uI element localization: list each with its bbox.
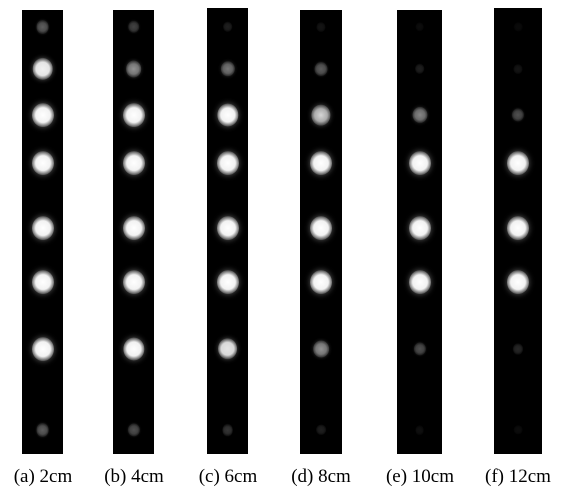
light-spot-c-2 <box>220 61 235 77</box>
light-spot-a-7 <box>31 337 54 361</box>
light-spot-b-2 <box>125 60 142 78</box>
spot-strip-b <box>113 10 154 454</box>
panel-caption-b: (b) 4cm <box>104 466 164 487</box>
light-spot-a-4 <box>31 151 54 175</box>
light-spot-a-2 <box>32 57 53 81</box>
light-spot-e-2 <box>414 63 425 75</box>
light-spot-a-3 <box>31 103 54 127</box>
light-spot-a-5 <box>31 216 54 240</box>
light-spot-e-5 <box>408 216 431 240</box>
spot-strip-e <box>397 10 442 454</box>
light-spot-d-6 <box>310 270 332 294</box>
light-spot-c-6 <box>216 270 239 294</box>
light-spot-d-2 <box>314 62 328 76</box>
light-spot-f-1 <box>513 22 523 32</box>
light-spot-d-4 <box>310 151 332 175</box>
light-spot-b-6 <box>122 270 145 294</box>
light-spot-f-6 <box>507 270 529 294</box>
light-spot-c-7 <box>217 338 238 360</box>
panel-caption-a: (a) 2cm <box>13 466 73 487</box>
light-spot-d-8 <box>316 424 326 436</box>
light-spot-e-4 <box>408 151 431 175</box>
light-spot-e-3 <box>412 106 427 124</box>
light-spot-b-8 <box>127 423 140 437</box>
light-spot-f-2 <box>513 64 523 74</box>
light-spot-f-4 <box>507 151 529 175</box>
light-spot-e-6 <box>408 270 431 294</box>
light-spot-c-5 <box>216 216 239 240</box>
light-spot-d-5 <box>310 216 332 240</box>
spot-strip-f <box>494 8 542 454</box>
light-spot-d-3 <box>311 104 331 126</box>
panel-caption-f: (f) 12cm <box>485 466 551 487</box>
panel-caption-c: (c) 6cm <box>198 466 258 487</box>
light-spot-d-7 <box>313 340 329 358</box>
light-spot-b-1 <box>127 20 140 34</box>
light-spot-c-3 <box>216 103 239 127</box>
light-spot-b-3 <box>122 103 145 127</box>
light-spot-e-1 <box>415 22 424 32</box>
spot-strip-d <box>300 10 342 454</box>
light-spot-c-1 <box>222 21 233 33</box>
light-spot-a-8 <box>36 423 49 437</box>
panel-caption-d: (d) 8cm <box>291 466 351 487</box>
light-spot-b-4 <box>122 151 145 175</box>
light-spot-a-1 <box>36 20 49 34</box>
light-spot-b-5 <box>122 216 145 240</box>
light-spot-c-8 <box>222 424 233 436</box>
light-spot-c-4 <box>216 151 239 175</box>
light-spot-d-1 <box>316 22 326 32</box>
spot-strip-c <box>207 8 248 454</box>
light-spot-b-7 <box>122 337 145 361</box>
light-spot-e-8 <box>415 425 424 435</box>
light-spot-f-7 <box>512 343 524 355</box>
light-spot-a-6 <box>31 270 54 294</box>
light-spot-f-8 <box>513 425 523 435</box>
light-spot-f-5 <box>507 216 529 240</box>
panel-caption-e: (e) 10cm <box>385 466 455 487</box>
light-spot-e-7 <box>413 342 426 356</box>
spot-strip-a <box>22 10 63 454</box>
light-spot-f-3 <box>511 108 525 122</box>
